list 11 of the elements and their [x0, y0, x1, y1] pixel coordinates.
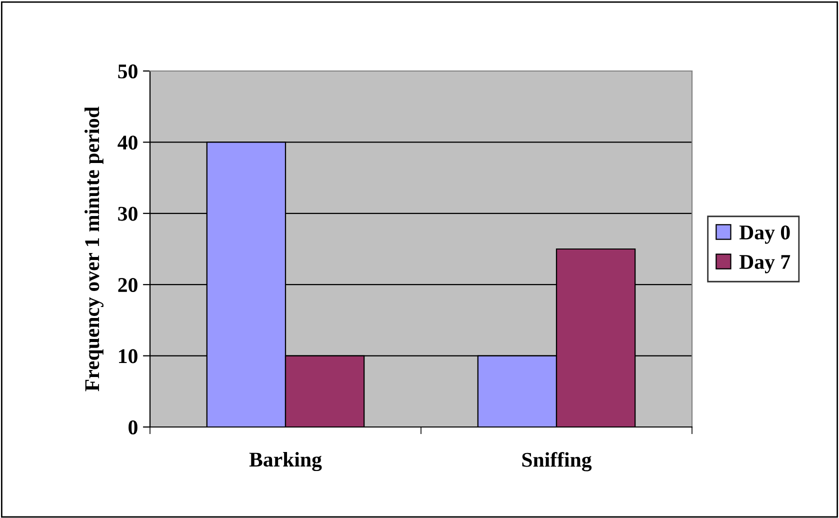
x-tick-label: Barking [249, 452, 322, 472]
y-axis-title: Frequency over 1 minute period [84, 106, 104, 392]
x-tick-label: Sniffing [522, 452, 592, 472]
legend-label: Day 7 [739, 255, 790, 274]
y-tick-label: 50 [118, 64, 138, 78]
y-tick-label: 40 [118, 136, 138, 150]
y-tick-label: 10 [119, 349, 138, 364]
y-tick-label: 20 [118, 278, 138, 292]
y-tick-label: 30 [118, 206, 138, 221]
legend-label: Day 0 [739, 225, 790, 244]
y-tick-label: 0 [128, 420, 138, 434]
